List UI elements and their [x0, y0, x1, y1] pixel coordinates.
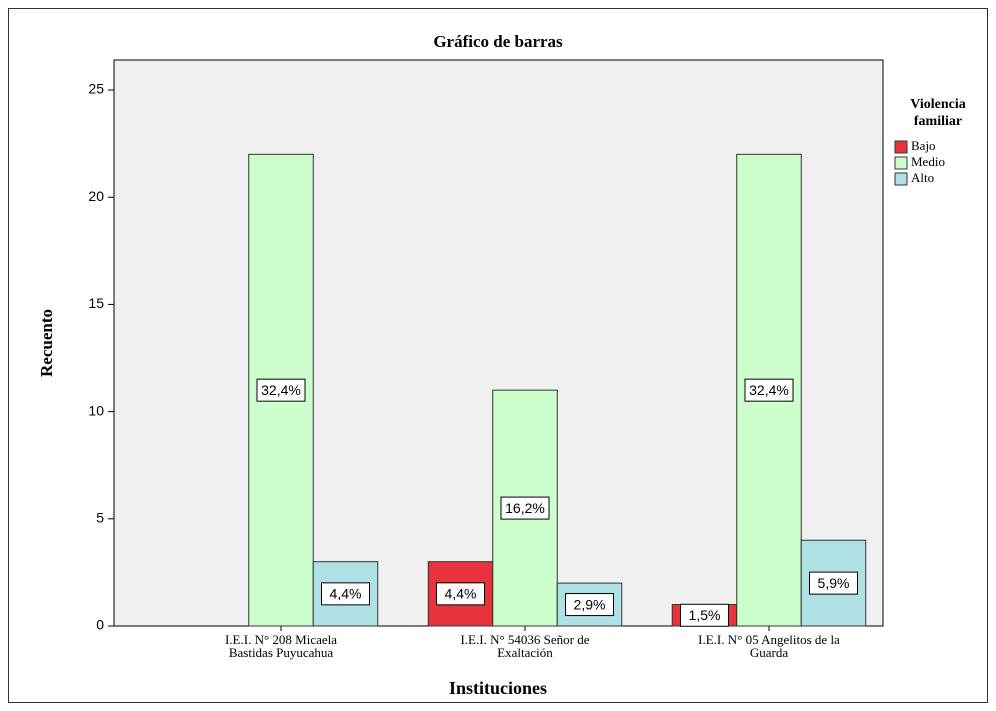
legend-label: Medio [911, 154, 945, 169]
legend-title: familiar [914, 114, 962, 129]
legend-swatch [894, 140, 908, 154]
value-label-box [744, 378, 794, 402]
x-tick-label: I.E.I. N° 208 Micaela [225, 632, 337, 647]
value-label: 16,2% [505, 500, 545, 516]
value-label-box [321, 582, 370, 606]
y-axis-label: Recuento [37, 309, 56, 377]
x-axis-label: Instituciones [449, 678, 547, 698]
legend-title: Violencia [910, 97, 965, 112]
legend-swatch [894, 172, 908, 186]
value-label-box [436, 582, 485, 606]
y-tick-label: 10 [88, 402, 104, 418]
value-label: 5,9% [818, 575, 850, 591]
y-tick-label: 0 [96, 617, 104, 633]
x-tick-label: Exaltación [497, 645, 553, 660]
value-label-box [809, 571, 858, 595]
y-tick-label: 15 [88, 295, 104, 311]
x-tick-label: Guarda [750, 645, 788, 660]
value-label-box [500, 496, 550, 520]
x-tick-label: Bastidas Puyucahua [229, 645, 334, 660]
legend-label: Alto [911, 170, 934, 185]
value-label: 4,4% [445, 586, 477, 602]
value-label-box [565, 593, 614, 617]
value-label: 32,4% [261, 382, 301, 398]
value-label-box [256, 378, 306, 402]
x-tick-label: I.E.I. N° 54036 Señor de [460, 632, 589, 647]
x-tick-label: I.E.I. N° 05 Angelitos de la [698, 632, 840, 647]
value-label: 32,4% [749, 382, 789, 398]
legend-swatch [894, 156, 908, 170]
value-label: 4,4% [330, 586, 362, 602]
value-label: 2,9% [574, 596, 606, 612]
value-label: 1,5% [689, 607, 721, 623]
y-tick-label: 5 [96, 510, 104, 526]
chart-title: Gráfico de barras [433, 32, 563, 51]
y-tick-label: 20 [88, 188, 104, 204]
y-tick-label: 25 [88, 81, 104, 97]
legend-label: Bajo [911, 138, 936, 153]
value-label-box [680, 603, 729, 627]
